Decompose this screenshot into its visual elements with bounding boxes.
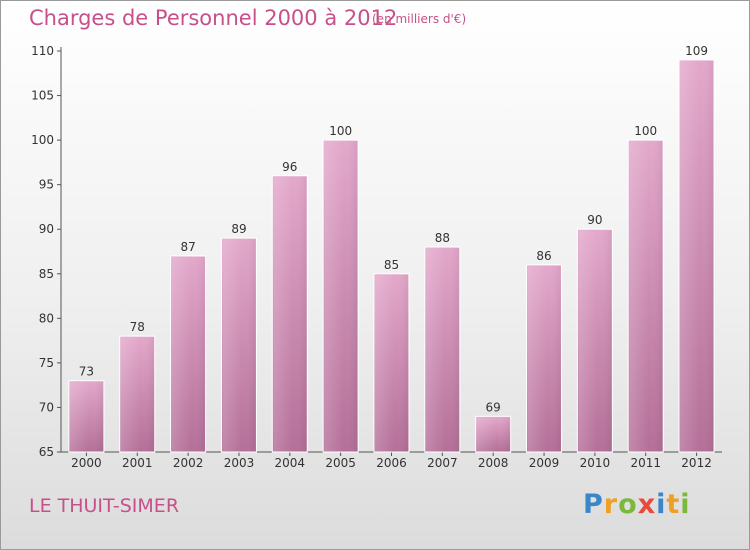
bar-value-label: 88 — [435, 231, 450, 245]
x-tick-label: 2006 — [376, 456, 407, 470]
bar-value-label: 109 — [685, 44, 708, 58]
bar-shine — [578, 230, 612, 452]
x-tick-label: 2002 — [173, 456, 204, 470]
y-tick-label: 65 — [39, 445, 54, 459]
bar-value-label: 90 — [587, 213, 602, 227]
chart-title: Charges de Personnel 2000 à 2012 — [29, 6, 398, 30]
y-tick-label: 95 — [39, 178, 54, 192]
x-tick-label: 2005 — [325, 456, 356, 470]
chart-subtitle: (en milliers d'€) — [372, 12, 467, 26]
x-tick-label: 2001 — [122, 456, 153, 470]
y-tick-label: 80 — [39, 311, 54, 325]
bar-shine — [324, 141, 358, 452]
x-tick-label: 2008 — [478, 456, 509, 470]
y-tick-label: 75 — [39, 356, 54, 370]
bar-value-label: 100 — [634, 124, 657, 138]
bar-shine — [120, 337, 154, 452]
x-tick-label: 2012 — [681, 456, 712, 470]
bar-shine — [527, 265, 561, 452]
bar-shine — [222, 239, 256, 452]
y-tick-label: 90 — [39, 222, 54, 236]
y-tick-label: 85 — [39, 267, 54, 281]
x-tick-label: 2003 — [224, 456, 255, 470]
bar-value-label: 87 — [180, 240, 195, 254]
bar-shine — [629, 141, 663, 452]
bar-value-label: 89 — [231, 222, 246, 236]
bar-value-label: 73 — [79, 365, 94, 379]
bar-shine — [680, 60, 714, 453]
bar-value-label: 100 — [329, 124, 352, 138]
bar-shine — [69, 381, 103, 452]
y-tick-label: 70 — [39, 400, 54, 414]
x-tick-label: 2011 — [630, 456, 661, 470]
x-tick-label: 2009 — [529, 456, 560, 470]
bar-value-label: 69 — [486, 400, 501, 414]
bar-shine — [171, 256, 205, 452]
bar-shine — [375, 274, 408, 452]
bar-shine — [273, 176, 307, 452]
x-tick-label: 2000 — [71, 456, 102, 470]
x-tick-label: 2010 — [580, 456, 611, 470]
bar-shine — [476, 417, 510, 452]
place-name: LE THUIT-SIMER — [29, 495, 180, 517]
bar-value-label: 86 — [536, 249, 551, 263]
bar-value-label: 78 — [130, 320, 145, 334]
bar-shine — [425, 248, 459, 452]
y-tick-label: 110 — [31, 44, 54, 58]
bar-value-label: 96 — [282, 160, 297, 174]
x-tick-label: 2007 — [427, 456, 458, 470]
x-tick-label: 2004 — [275, 456, 306, 470]
proxiti-logo: Proxiti — [583, 489, 691, 520]
y-tick-label: 105 — [31, 89, 54, 103]
bar-value-label: 85 — [384, 258, 399, 272]
y-tick-label: 100 — [31, 133, 54, 147]
